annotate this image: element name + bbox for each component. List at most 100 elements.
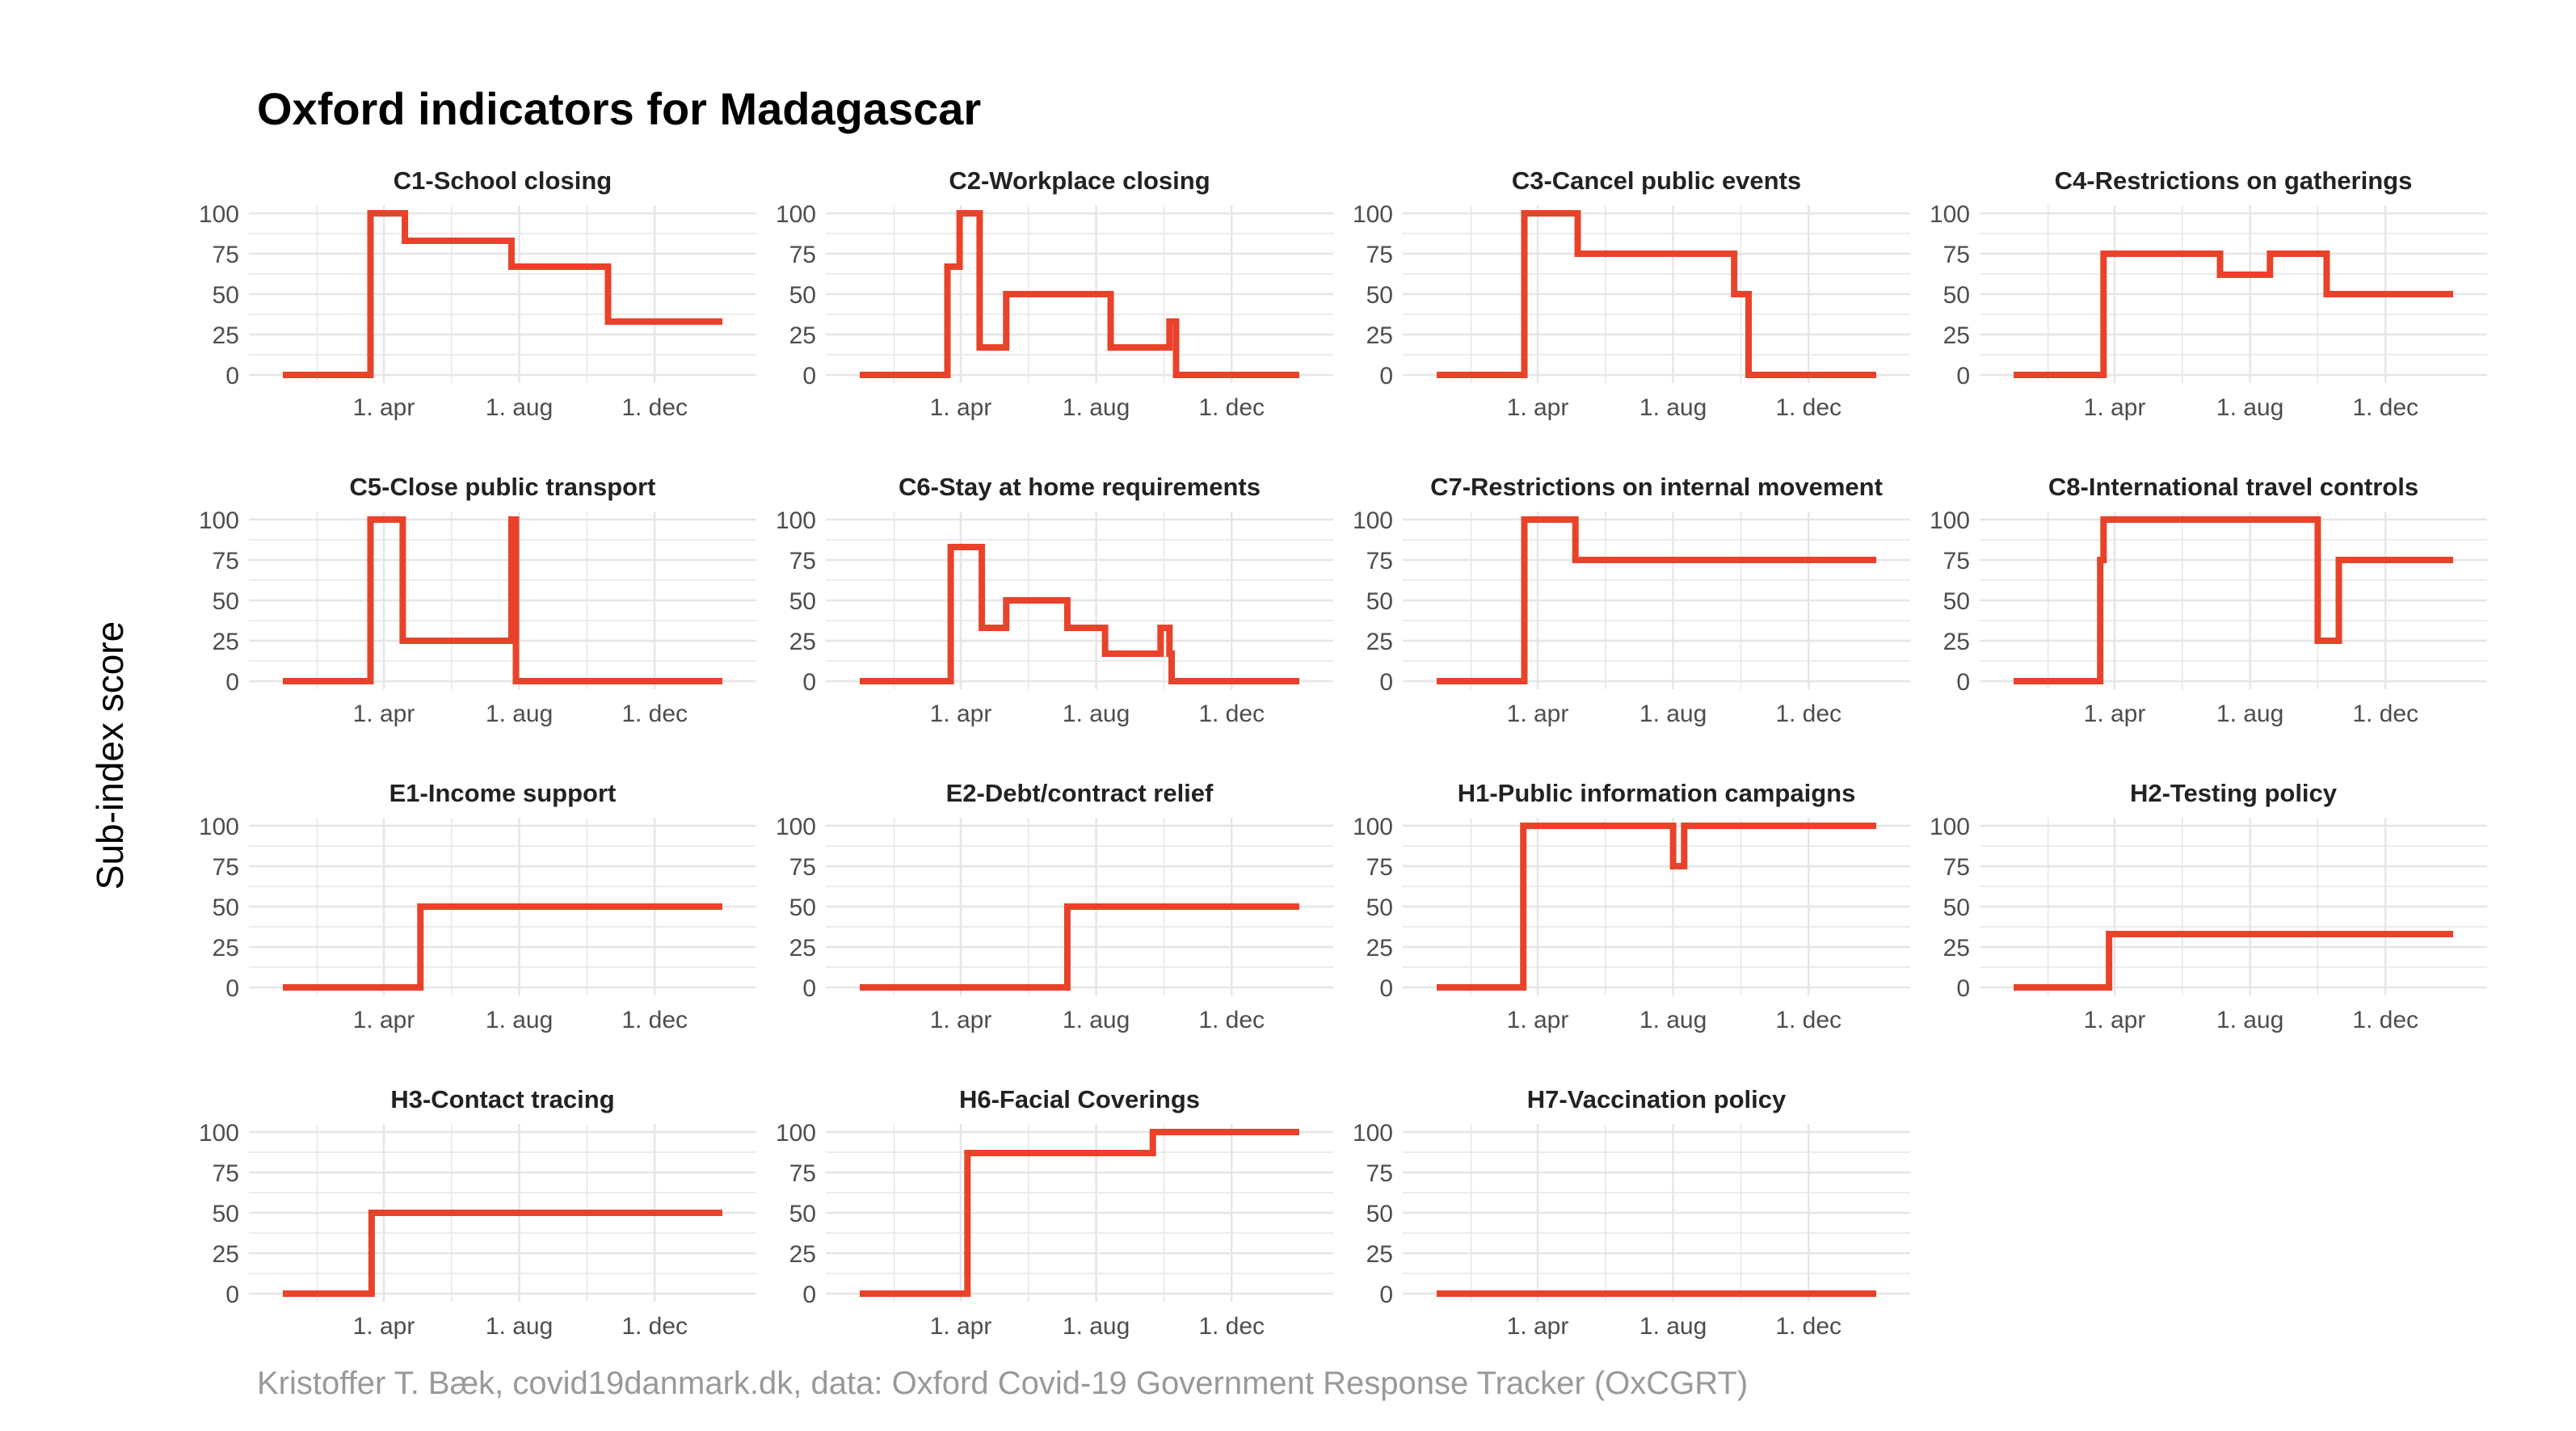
y-tick-label: 50	[789, 1201, 816, 1227]
series-line	[2014, 516, 2453, 684]
y-tick-label: 0	[1379, 1282, 1393, 1308]
y-tick-label: 0	[802, 1282, 816, 1308]
facet-panel: 0 25 50 75 100 1. apr 1. aug 1. dec E2-Debt/cont…	[776, 779, 1333, 1033]
y-tick-label: 0	[802, 669, 816, 696]
y-tick-label: 75	[1943, 548, 1970, 575]
x-tick-label: 1. dec	[1775, 1313, 1842, 1340]
y-tick-label: 75	[1943, 854, 1970, 881]
y-tick-label: 0	[225, 1282, 239, 1308]
x-tick-label: 1. apr	[353, 1007, 415, 1033]
y-tick-label: 0	[1379, 975, 1393, 1002]
series-line	[860, 1129, 1299, 1297]
y-tick-label: 0	[1956, 975, 1970, 1002]
x-tick-label: 1. dec	[621, 1007, 688, 1033]
series-line	[283, 210, 722, 378]
x-tick-label: 1. dec	[1198, 701, 1265, 727]
x-tick-label: 1. dec	[1775, 1007, 1842, 1033]
x-tick-label: 1. apr	[2084, 701, 2146, 727]
y-tick-label: 0	[1379, 669, 1393, 696]
facet-panel: 0 25 50 75 100 1. apr 1. aug 1. dec H2-Testing p…	[1930, 779, 2487, 1033]
y-tick-label: 25	[1366, 1241, 1393, 1268]
y-tick-label: 25	[1366, 629, 1393, 655]
x-tick-label: 1. aug	[1639, 394, 1707, 421]
y-tick-label: 50	[789, 282, 816, 309]
facet-panel: 0 25 50 75 100 1. apr 1. aug 1. dec H3-Contact t…	[199, 1085, 756, 1340]
facet-panel: 0 25 50 75 100 1. apr 1. aug 1. dec H7-Vaccinati…	[1353, 1085, 1910, 1340]
y-tick-label: 25	[1943, 629, 1970, 655]
x-tick-label: 1. dec	[621, 394, 688, 421]
facet-title: H6-Facial Coverings	[959, 1085, 1200, 1113]
facet-title: C6-Stay at home requirements	[899, 473, 1261, 501]
series-line	[1437, 210, 1876, 378]
facet-panel: 0 25 50 75 100 1. apr 1. aug 1. dec C8-Internati…	[1930, 473, 2487, 727]
y-tick-label: 75	[789, 548, 816, 575]
y-tick-label: 75	[789, 854, 816, 881]
y-tick-label: 75	[789, 242, 816, 268]
y-tick-label: 25	[1943, 935, 1970, 962]
x-tick-label: 1. aug	[2216, 1007, 2283, 1033]
x-tick-label: 1. aug	[1639, 701, 1707, 727]
y-tick-label: 25	[213, 629, 239, 655]
x-tick-label: 1. apr	[353, 1313, 415, 1340]
x-tick-label: 1. aug	[1063, 394, 1130, 421]
x-tick-label: 1. aug	[486, 1313, 553, 1340]
x-tick-label: 1. apr	[1507, 1007, 1569, 1033]
y-tick-label: 75	[213, 548, 239, 575]
y-tick-label: 25	[789, 1241, 816, 1268]
y-tick-label: 50	[1943, 894, 1970, 921]
x-tick-label: 1. dec	[621, 1313, 688, 1340]
y-tick-label: 100	[1930, 201, 1970, 228]
x-tick-label: 1. dec	[1198, 394, 1265, 421]
x-tick-label: 1. aug	[1063, 1313, 1130, 1340]
series-line	[1437, 516, 1876, 684]
x-tick-label: 1. apr	[1507, 701, 1569, 727]
y-tick-label: 0	[802, 975, 816, 1002]
x-tick-label: 1. aug	[2216, 394, 2283, 421]
x-tick-label: 1. apr	[930, 701, 992, 727]
y-tick-label: 50	[213, 1201, 239, 1227]
facet-title: E2-Debt/contract relief	[946, 779, 1214, 807]
y-tick-label: 25	[1366, 935, 1393, 962]
x-tick-label: 1. apr	[353, 701, 415, 727]
y-tick-label: 100	[776, 1120, 816, 1147]
y-tick-label: 100	[776, 201, 816, 228]
series-line	[860, 210, 1299, 378]
y-tick-label: 100	[1353, 1120, 1393, 1147]
facet-title: H1-Public information campaigns	[1458, 779, 1856, 807]
y-tick-label: 50	[1943, 282, 1970, 309]
facet-panel: 0 25 50 75 100 1. apr 1. aug 1. dec C7-Restricti…	[1353, 473, 1910, 727]
y-tick-label: 0	[1956, 669, 1970, 696]
facet-panel: 0 25 50 75 100 1. apr 1. aug 1. dec C6-Stay at h…	[776, 473, 1333, 727]
series-line	[2014, 250, 2453, 378]
series-line	[860, 544, 1299, 684]
y-tick-label: 100	[1930, 814, 1970, 840]
x-tick-label: 1. apr	[930, 1313, 992, 1340]
facet-title: H3-Contact tracing	[390, 1085, 614, 1113]
y-tick-label: 75	[1366, 548, 1393, 575]
facet-panel: 0 25 50 75 100 1. apr 1. aug 1. dec C5-Close pub…	[199, 473, 756, 727]
series-line	[1437, 823, 1876, 991]
y-tick-label: 50	[213, 588, 239, 615]
y-tick-label: 100	[1353, 814, 1393, 840]
y-tick-label: 100	[199, 814, 239, 840]
x-tick-label: 1. apr	[2084, 394, 2146, 421]
facet-panel: 0 25 50 75 100 1. apr 1. aug 1. dec C1-School cl…	[199, 166, 756, 421]
x-tick-label: 1. aug	[486, 394, 553, 421]
facet-title: C7-Restrictions on internal movement	[1430, 473, 1883, 501]
series-line	[283, 516, 722, 684]
y-tick-label: 100	[1353, 507, 1393, 534]
x-tick-label: 1. dec	[1198, 1313, 1265, 1340]
facet-title: C1-School closing	[394, 166, 612, 195]
x-tick-label: 1. aug	[1639, 1313, 1707, 1340]
y-tick-label: 25	[789, 935, 816, 962]
y-tick-label: 50	[1366, 1201, 1393, 1227]
facet-panel: 0 25 50 75 100 1. apr 1. aug 1. dec C2-Workplace…	[776, 166, 1333, 421]
y-tick-label: 25	[213, 322, 239, 349]
caption: Kristoffer T. Bæk, covid19danmark.dk, da…	[257, 1366, 1749, 1401]
x-tick-label: 1. dec	[2352, 394, 2418, 421]
y-tick-label: 50	[789, 894, 816, 921]
y-tick-label: 50	[1366, 282, 1393, 309]
y-tick-label: 0	[225, 669, 239, 696]
x-tick-label: 1. apr	[1507, 394, 1569, 421]
